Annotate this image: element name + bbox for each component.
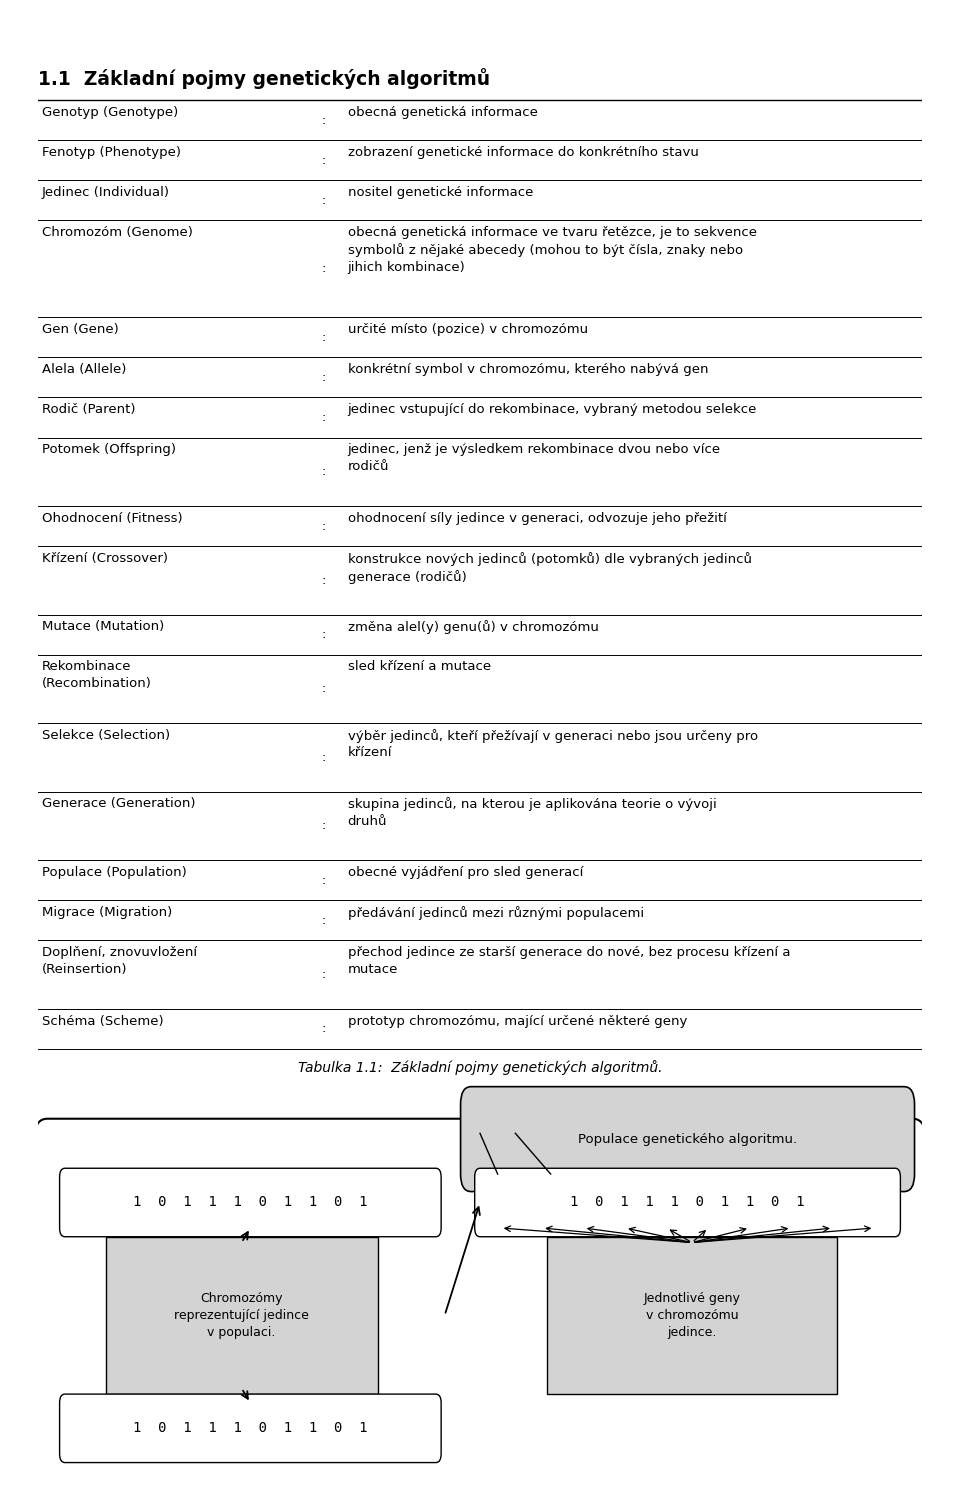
Text: Teoretický úvod do genetických algoritmů: Teoretický úvod do genetických algoritmů <box>300 12 660 30</box>
Text: :: : <box>321 465 325 478</box>
Text: :: : <box>321 262 325 276</box>
Text: Genotyp (Genotype): Genotyp (Genotype) <box>42 106 179 118</box>
Text: obecná genetická informace ve tvaru řetězce, je to sekvence
symbolů z nějaké abe: obecná genetická informace ve tvaru řetě… <box>348 226 756 274</box>
Text: obecné vyjádření pro sled generací: obecné vyjádření pro sled generací <box>348 866 583 878</box>
Text: :: : <box>321 628 325 642</box>
Text: 1  0  1  1  1  0  1  1  0  1: 1 0 1 1 1 0 1 1 0 1 <box>133 1421 368 1436</box>
Text: Populace (Population): Populace (Population) <box>42 866 186 878</box>
Text: Generace (Generation): Generace (Generation) <box>42 797 196 811</box>
Text: jedinec vstupující do rekombinace, vybraný metodou selekce: jedinec vstupující do rekombinace, vybra… <box>348 403 756 417</box>
Text: Gen (Gene): Gen (Gene) <box>42 324 119 336</box>
Text: :: : <box>321 874 325 886</box>
Text: Schéma (Scheme): Schéma (Scheme) <box>42 1015 163 1027</box>
Text: Jedinec (Individual): Jedinec (Individual) <box>42 186 170 199</box>
Text: Tabulka 1.1:  Základní pojmy genetických algoritmů.: Tabulka 1.1: Základní pojmy genetických … <box>298 1060 662 1075</box>
Text: :: : <box>321 331 325 343</box>
FancyBboxPatch shape <box>60 1168 442 1237</box>
Text: Kapitola 1: Kapitola 1 <box>852 13 939 28</box>
Text: Migrace (Migration): Migrace (Migration) <box>42 905 172 919</box>
Text: nositel genetické informace: nositel genetické informace <box>348 186 533 199</box>
Text: jedinec, jenž je výsledkem rekombinace dvou nebo více
rodičů: jedinec, jenž je výsledkem rekombinace d… <box>348 444 721 472</box>
Text: sled křízení a mutace: sled křízení a mutace <box>348 661 491 673</box>
Text: skupina jedinců, na kterou je aplikována teorie o vývoji
druhů: skupina jedinců, na kterou je aplikována… <box>348 797 716 827</box>
Text: :: : <box>321 520 325 532</box>
FancyBboxPatch shape <box>106 1237 377 1394</box>
Text: Chromozómy
reprezentující jedince
v populaci.: Chromozómy reprezentující jedince v popu… <box>174 1292 309 1339</box>
Text: předávání jedinců mezi různými populacemi: předávání jedinců mezi různými populacem… <box>348 905 643 920</box>
Text: :: : <box>321 114 325 127</box>
Text: ohodnocení síly jedince v generaci, odvozuje jeho přežití: ohodnocení síly jedince v generaci, odvo… <box>348 511 727 525</box>
Text: prototyp chromozómu, mající určené některé geny: prototyp chromozómu, mající určené někte… <box>348 1015 687 1027</box>
Text: :: : <box>321 751 325 764</box>
Text: :: : <box>321 370 325 384</box>
Text: Chromozóm (Genome): Chromozóm (Genome) <box>42 226 193 240</box>
Text: 1  0  1  1  1  0  1  1  0  1: 1 0 1 1 1 0 1 1 0 1 <box>133 1196 368 1210</box>
Text: Ohodnocení (Fitness): Ohodnocení (Fitness) <box>42 511 182 525</box>
Text: 1.1  Základní pojmy genetických algoritmů: 1.1 Základní pojmy genetických algoritmů <box>38 67 491 88</box>
FancyBboxPatch shape <box>461 1087 915 1192</box>
Text: změna alel(y) genu(ů) v chromozómu: změna alel(y) genu(ů) v chromozómu <box>348 621 598 634</box>
Text: :: : <box>321 574 325 586</box>
Text: obecná genetická informace: obecná genetická informace <box>348 106 538 118</box>
Text: :: : <box>321 411 325 424</box>
Text: Rodič (Parent): Rodič (Parent) <box>42 403 135 417</box>
Text: Mutace (Mutation): Mutace (Mutation) <box>42 621 164 634</box>
Text: :: : <box>321 914 325 926</box>
Text: určité místo (pozice) v chromozómu: určité místo (pozice) v chromozómu <box>348 324 588 336</box>
Text: Strana 14: Strana 14 <box>21 13 105 28</box>
Text: :: : <box>321 154 325 166</box>
Text: konkrétní symbol v chromozómu, kterého nabývá gen: konkrétní symbol v chromozómu, kterého n… <box>348 363 708 376</box>
Text: :: : <box>321 682 325 696</box>
Text: výběr jedinců, kteří přežívají v generaci nebo jsou určeny pro
křízení: výběr jedinců, kteří přežívají v generac… <box>348 729 757 760</box>
Text: konstrukce nových jedinců (potomků) dle vybraných jedinců
generace (rodičů): konstrukce nových jedinců (potomků) dle … <box>348 552 752 583</box>
Text: Křízení (Crossover): Křízení (Crossover) <box>42 552 168 565</box>
FancyBboxPatch shape <box>474 1168 900 1237</box>
Text: :: : <box>321 820 325 832</box>
Text: Fenotyp (Phenotype): Fenotyp (Phenotype) <box>42 145 180 159</box>
FancyBboxPatch shape <box>60 1394 442 1463</box>
Text: 1  0  1  1  1  0  1  1  0  1: 1 0 1 1 1 0 1 1 0 1 <box>570 1196 804 1210</box>
Text: Populace genetického algoritmu.: Populace genetického algoritmu. <box>578 1133 797 1145</box>
Text: Rekombinace
(Recombination): Rekombinace (Recombination) <box>42 661 152 690</box>
Text: Jednotlivé geny
v chromozómu
jedince.: Jednotlivé geny v chromozómu jedince. <box>643 1292 740 1339</box>
Text: :: : <box>321 193 325 207</box>
Text: přechod jedince ze starší generace do nové, bez procesu křízení a
mutace: přechod jedince ze starší generace do no… <box>348 946 790 976</box>
Text: Alela (Allele): Alela (Allele) <box>42 363 127 376</box>
Text: zobrazení genetické informace do konkrétního stavu: zobrazení genetické informace do konkrét… <box>348 145 698 159</box>
Text: Doplňení, znovuvložení
(Reinsertion): Doplňení, znovuvložení (Reinsertion) <box>42 946 197 976</box>
Text: Selekce (Selection): Selekce (Selection) <box>42 729 170 742</box>
Text: :: : <box>321 968 325 980</box>
Text: :: : <box>321 1022 325 1036</box>
FancyBboxPatch shape <box>34 1118 926 1499</box>
FancyBboxPatch shape <box>547 1237 837 1394</box>
Text: Potomek (Offspring): Potomek (Offspring) <box>42 444 176 456</box>
